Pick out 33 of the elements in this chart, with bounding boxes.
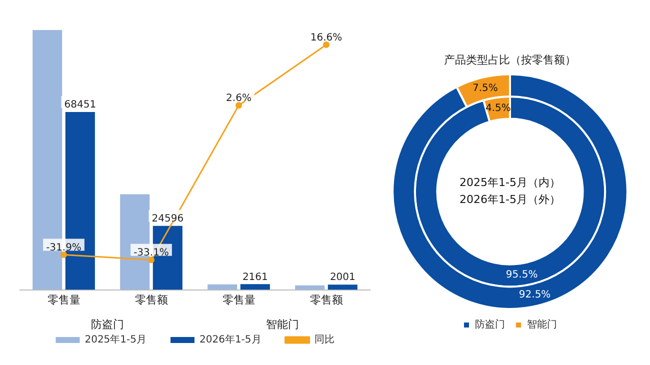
legend-label: 智能门 xyxy=(527,318,557,331)
legend-label: 2026年1-5月 xyxy=(200,334,262,346)
data-label: 16.6% xyxy=(310,32,342,44)
legend-label: 同比 xyxy=(314,334,334,346)
point xyxy=(323,41,330,48)
bar xyxy=(208,284,238,290)
chart-title: 产品类型占比（按零售额） xyxy=(444,53,576,66)
x-tick-label: 零售额 xyxy=(310,293,343,306)
legend-label: 防盗门 xyxy=(475,318,505,331)
x-tick-label: 零售额 xyxy=(134,293,168,306)
bar xyxy=(240,284,270,290)
data-label: 24596 xyxy=(152,213,184,224)
legend-label: 2025年1-5月 xyxy=(84,334,147,346)
text: 智能门 xyxy=(266,318,299,331)
bar xyxy=(295,285,325,290)
data-label: 2.6% xyxy=(226,92,252,104)
x-tick-label: 零售量 xyxy=(222,293,256,306)
data-label: 2161 xyxy=(242,272,268,283)
text: 防盗门 xyxy=(91,318,124,331)
point xyxy=(148,256,154,264)
data-label: 92.5% xyxy=(518,290,551,301)
point xyxy=(60,251,67,258)
data-label: 95.5% xyxy=(506,269,538,280)
text: 2026年1-5月（外） xyxy=(460,192,560,206)
data-label: 2001 xyxy=(330,272,356,284)
data-label: 7.5% xyxy=(472,82,498,94)
x-tick-label: 零售量 xyxy=(47,293,80,306)
data-label: -33.1% xyxy=(134,248,169,259)
bar xyxy=(328,284,358,290)
point xyxy=(236,102,242,109)
data-label: 68451 xyxy=(64,100,96,111)
data-label: -31.9% xyxy=(46,242,82,254)
text: 2025年1-5月（内） xyxy=(460,176,560,189)
